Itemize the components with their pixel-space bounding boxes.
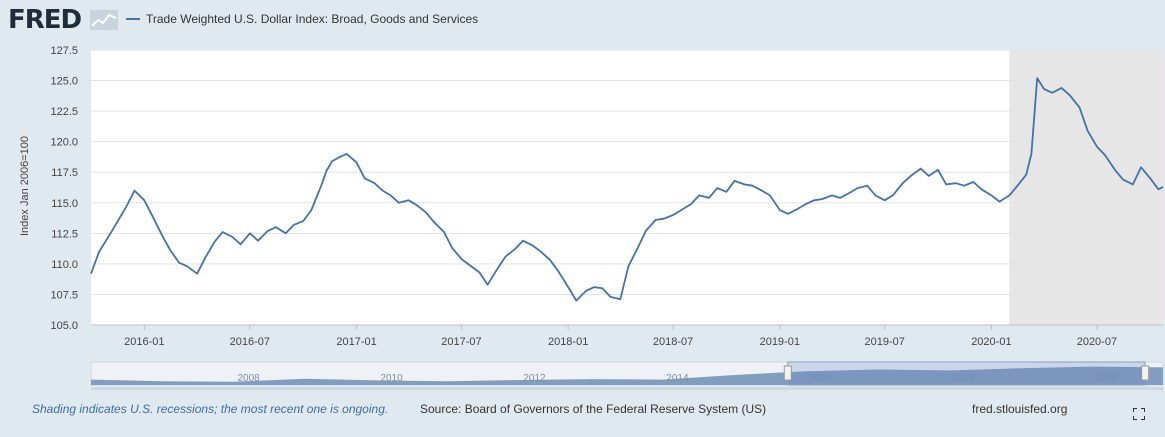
legend-swatch bbox=[126, 18, 140, 20]
x-tick-label: 2016-01 bbox=[124, 336, 164, 348]
x-tick-label: 2020-01 bbox=[971, 336, 1011, 348]
y-axis-label: Index Jan 2006=100 bbox=[19, 136, 31, 236]
y-tick-label: 122.5 bbox=[50, 106, 78, 118]
navigator-handle-left[interactable] bbox=[783, 365, 792, 381]
x-tick-label: 2020-07 bbox=[1077, 336, 1117, 348]
navigator-track bbox=[90, 361, 1164, 386]
series-line[interactable] bbox=[90, 77, 1164, 302]
source-text: Source: Board of Governors of the Federa… bbox=[420, 402, 767, 416]
y-tick-label: 107.5 bbox=[50, 289, 78, 301]
x-tick-label: 2017-01 bbox=[336, 336, 376, 348]
header: FRED Trade Weighted U.S. Dollar Index: B… bbox=[0, 0, 1165, 40]
y-tick-label: 117.5 bbox=[51, 167, 78, 179]
y-tick-label: 110.0 bbox=[51, 259, 78, 271]
navigator-year-label: 2012 bbox=[523, 373, 546, 384]
recession-note: Shading indicates U.S. recessions; the m… bbox=[32, 402, 389, 416]
x-tick-label: 2017-07 bbox=[441, 336, 481, 348]
fullscreen-icon[interactable] bbox=[1133, 408, 1145, 420]
navigator-year-label: 2018 bbox=[952, 373, 975, 384]
navigator-window[interactable] bbox=[787, 361, 1146, 386]
x-tick-label: 2018-07 bbox=[653, 336, 693, 348]
fred-logo[interactable]: FRED bbox=[8, 5, 82, 35]
navigator-scrollbar[interactable] bbox=[91, 387, 1163, 390]
navigator-series-area bbox=[91, 366, 1163, 385]
legend: Trade Weighted U.S. Dollar Index: Broad,… bbox=[126, 12, 478, 26]
site-link[interactable]: fred.stlouisfed.org bbox=[972, 402, 1068, 416]
y-tick-label: 105.0 bbox=[50, 320, 78, 332]
y-tick-label: 127.5 bbox=[50, 45, 78, 57]
y-tick-label: 125.0 bbox=[50, 76, 78, 88]
plot-area bbox=[91, 50, 1163, 325]
recession-shading bbox=[1009, 50, 1163, 325]
chart-line-icon bbox=[90, 10, 118, 30]
navigator-year-label: 2010 bbox=[380, 373, 403, 384]
y-tick-label: 120.0 bbox=[50, 137, 78, 149]
y-tick-label: 115.0 bbox=[51, 198, 78, 210]
x-tick-label: 2018-01 bbox=[548, 336, 588, 348]
navigator-year-label: 2016 bbox=[809, 373, 832, 384]
navigator-handle-right[interactable] bbox=[1141, 365, 1150, 381]
navigator-year-label: 2008 bbox=[238, 373, 261, 384]
y-tick-label: 112.5 bbox=[51, 228, 78, 240]
x-tick-label: 2019-07 bbox=[865, 336, 905, 348]
x-tick-label: 2019-01 bbox=[760, 336, 800, 348]
navigator-year-label: 2020 bbox=[1095, 373, 1118, 384]
x-tick-label: 2016-07 bbox=[230, 336, 270, 348]
navigator-year-label: 2014 bbox=[666, 373, 689, 384]
legend-label: Trade Weighted U.S. Dollar Index: Broad,… bbox=[146, 12, 479, 26]
